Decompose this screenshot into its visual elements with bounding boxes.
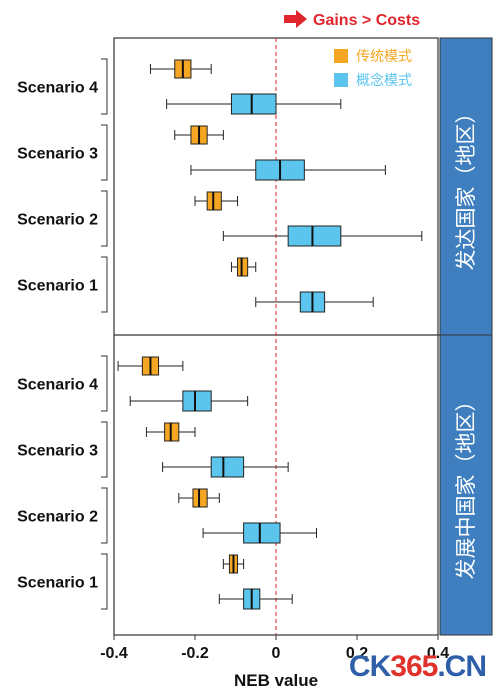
scenario-label: Scenario 1 xyxy=(17,575,98,592)
box xyxy=(182,390,212,412)
x-tick-label: 0 xyxy=(272,645,281,662)
box xyxy=(192,488,208,508)
legend-label: 传统模式 xyxy=(356,49,412,65)
legend-swatch xyxy=(334,49,348,63)
x-axis-label: NEB value xyxy=(234,671,318,690)
annotation-text: Gains > Costs xyxy=(313,12,420,29)
legend-swatch xyxy=(334,73,348,87)
box xyxy=(206,191,222,211)
panel-strip xyxy=(439,37,493,336)
scenario-bracket xyxy=(101,256,108,313)
scenario-label: Scenario 4 xyxy=(17,80,98,97)
panel-strip xyxy=(439,334,493,636)
watermark-part-3: .CN xyxy=(437,650,487,683)
scenario-bracket xyxy=(101,124,108,181)
watermark-logo: CK365.CN xyxy=(348,650,487,684)
box xyxy=(164,422,180,442)
box xyxy=(287,225,342,247)
watermark-part-1: CK xyxy=(348,650,391,683)
scenario-bracket xyxy=(101,553,108,610)
scenario-label: Scenario 3 xyxy=(17,443,98,460)
scenario-bracket xyxy=(101,421,108,478)
scenario-label: Scenario 1 xyxy=(17,278,98,295)
scenario-label: Scenario 2 xyxy=(17,212,98,229)
panel-label: 发达国家（地区） xyxy=(454,103,478,271)
scenario-label: Scenario 2 xyxy=(17,509,98,526)
scenario-label: Scenario 3 xyxy=(17,146,98,163)
box xyxy=(230,93,277,115)
panel-label: 发展中国家（地区） xyxy=(454,391,478,580)
legend-label: 概念模式 xyxy=(356,72,412,89)
box xyxy=(237,257,249,277)
x-tick-label: 0.4 xyxy=(427,645,449,662)
scenario-bracket xyxy=(101,190,108,247)
x-tick-label: -0.4 xyxy=(100,645,128,662)
scenario-bracket xyxy=(101,355,108,412)
watermark-part-2: 365 xyxy=(390,650,438,683)
x-tick-label: 0.2 xyxy=(346,645,368,662)
x-tick-label: -0.2 xyxy=(181,645,209,662)
scenario-bracket xyxy=(101,58,108,115)
box xyxy=(210,456,245,478)
scenario-label: Scenario 4 xyxy=(17,377,98,394)
gains-arrow-icon xyxy=(284,10,307,28)
scenario-bracket xyxy=(101,487,108,544)
box xyxy=(243,522,281,544)
